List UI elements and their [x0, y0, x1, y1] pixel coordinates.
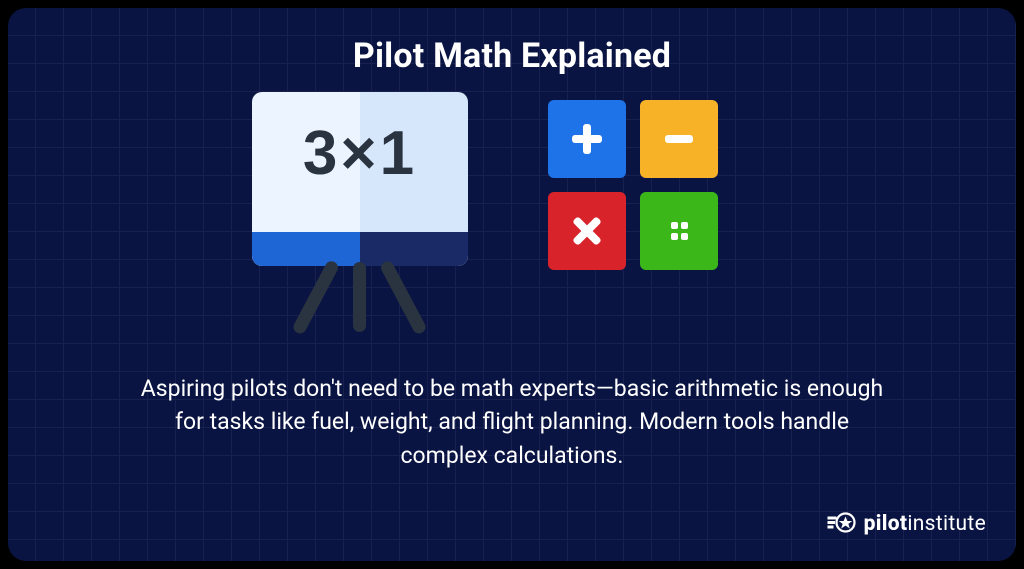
operator-tiles — [548, 100, 718, 270]
description-text: Aspiring pilots don't need to be math ex… — [132, 372, 892, 472]
winged-star-badge-icon — [826, 509, 856, 539]
divide-icon — [660, 212, 698, 250]
board-equation: 3×1 — [252, 118, 468, 189]
flipchart-leg — [291, 259, 340, 336]
flipchart-leg — [379, 259, 428, 336]
plus-tile — [548, 100, 626, 178]
page-title: Pilot Math Explained — [8, 36, 1016, 76]
board-tray-right — [360, 232, 468, 266]
flipchart-legs — [252, 262, 468, 344]
illustration-row: 3×1 — [8, 86, 1016, 346]
brand-name: pilotinstitute — [864, 512, 986, 536]
divide-tile — [640, 192, 718, 270]
minus-tile — [640, 100, 718, 178]
times-tile — [548, 192, 626, 270]
board-tray-left — [252, 232, 360, 266]
brand-lockup: pilotinstitute — [826, 509, 986, 539]
minus-icon — [660, 120, 698, 158]
plus-icon — [568, 120, 606, 158]
flipchart-leg — [353, 262, 366, 332]
flipchart-board: 3×1 — [252, 92, 468, 266]
infographic-card: Pilot Math Explained 3×1 — [8, 8, 1016, 561]
times-icon — [568, 212, 606, 250]
flipchart-illustration: 3×1 — [252, 92, 482, 352]
